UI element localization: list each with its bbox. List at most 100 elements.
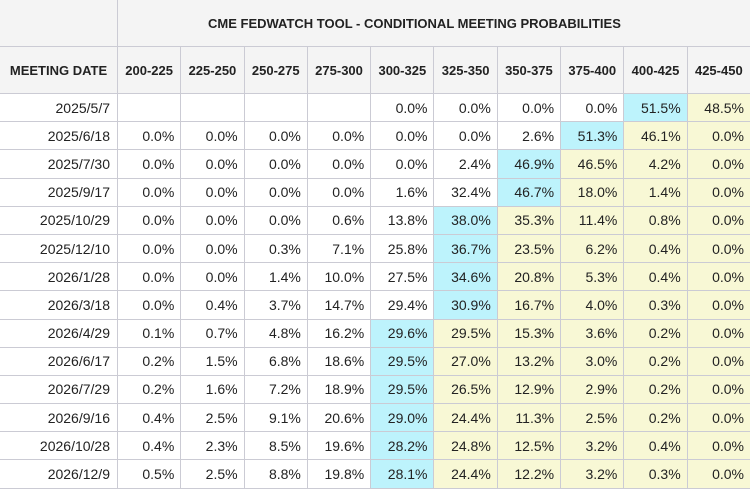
corner-cell <box>0 0 118 47</box>
probability-cell: 0.1% <box>116 318 182 348</box>
probability-cell: 29.6% <box>370 318 435 348</box>
rate-range-header: 275-300 <box>306 46 372 94</box>
rate-range-header: 325-350 <box>433 46 498 94</box>
probability-cell <box>243 92 308 123</box>
meeting-date: 2025/5/7 <box>0 92 118 123</box>
table-row: 2025/9/17 0.0% 0.0% 0.0% 0.0% 1.6% 32.4% 46.7% 1… <box>0 177 750 207</box>
table-row: 2025/5/7 0.0% 0.0% 0.0% 0.0% 51.5% 48.5% <box>0 92 750 123</box>
probability-cell: 0.0% <box>686 290 750 320</box>
probability-cell: 0.3% <box>623 290 688 320</box>
probability-cell: 12.2% <box>496 459 562 489</box>
table-row: 2026/4/29 0.1% 0.7% 4.8% 16.2% 29.6% 29.5% 15.3… <box>0 318 750 348</box>
probability-cell: 0.3% <box>243 233 308 264</box>
probability-cell: 0.0% <box>433 121 498 151</box>
probability-cell: 26.5% <box>433 374 498 405</box>
probability-cell: 0.3% <box>623 459 688 489</box>
probability-cell: 6.2% <box>560 233 625 264</box>
table-row: 2026/1/28 0.0% 0.0% 1.4% 10.0% 27.5% 34.6% 20.8… <box>0 262 750 292</box>
probability-cell: 4.2% <box>623 149 688 179</box>
probability-cell: 0.0% <box>243 149 308 179</box>
meeting-date: 2026/12/9 <box>0 459 118 489</box>
probability-cell: 0.2% <box>116 346 182 376</box>
probability-cell: 2.4% <box>433 149 498 179</box>
table-row: 2025/7/30 0.0% 0.0% 0.0% 0.0% 0.0% 2.4% 46.9% 46… <box>0 149 750 179</box>
probability-cell: 0.2% <box>623 346 688 376</box>
probability-cell: 24.4% <box>433 459 498 489</box>
probability-cell: 3.2% <box>560 431 625 461</box>
probability-cell: 0.0% <box>116 121 182 151</box>
probability-cell: 51.3% <box>560 121 625 151</box>
table-row: 2026/6/17 0.2% 1.5% 6.8% 18.6% 29.5% 27.0% 13.2… <box>0 346 750 376</box>
probability-cell: 0.0% <box>180 149 245 179</box>
probability-cell: 4.0% <box>560 290 625 320</box>
table-row: 2025/6/18 0.0% 0.0% 0.0% 0.0% 0.0% 0.0% 2.6% 51.… <box>0 121 750 151</box>
probability-cell: 3.6% <box>560 318 625 348</box>
probability-cell: 0.6% <box>306 205 372 235</box>
table-row: 2026/9/16 0.4% 2.5% 9.1% 20.6% 29.0% 24.4% 11.3… <box>0 403 750 433</box>
probability-cell: 0.7% <box>180 318 245 348</box>
probability-cell: 23.5% <box>496 233 562 264</box>
probability-cell: 46.7% <box>496 177 562 207</box>
probability-cell: 0.0% <box>686 177 750 207</box>
table-title: CME FEDWATCH TOOL - CONDITIONAL MEETING … <box>117 0 750 47</box>
table-row: 2026/3/18 0.0% 0.4% 3.7% 14.7% 29.4% 30.9% 16.7… <box>0 290 750 320</box>
probability-cell: 46.9% <box>496 149 562 179</box>
rate-range-header: 400-425 <box>623 46 688 94</box>
probability-cell: 0.2% <box>623 374 688 405</box>
probability-cell: 0.0% <box>180 205 245 235</box>
probability-cell: 29.5% <box>370 374 435 405</box>
rate-range-header: 225-250 <box>180 46 245 94</box>
probability-cell: 18.9% <box>306 374 372 405</box>
probability-cell: 7.1% <box>306 233 372 264</box>
probability-cell: 0.0% <box>306 149 372 179</box>
probability-cell: 6.8% <box>243 346 308 376</box>
probability-cell: 29.5% <box>433 318 498 348</box>
meeting-date: 2025/12/10 <box>0 233 118 264</box>
probability-cell: 0.0% <box>180 121 245 151</box>
table-row: 2026/12/9 0.5% 2.5% 8.8% 19.8% 28.1% 24.4% 12.2… <box>0 459 750 489</box>
probability-cell: 0.8% <box>623 205 688 235</box>
probability-cell: 2.6% <box>496 121 562 151</box>
probability-cell: 16.7% <box>496 290 562 320</box>
probability-cell: 30.9% <box>433 290 498 320</box>
meeting-date: 2025/10/29 <box>0 205 118 235</box>
probability-cell: 0.0% <box>370 121 435 151</box>
table-row: 2025/12/10 0.0% 0.0% 0.3% 7.1% 25.8% 36.7% 23.5… <box>0 233 750 264</box>
probability-cell: 15.3% <box>496 318 562 348</box>
probability-cell: 0.0% <box>116 262 182 292</box>
probability-cell: 0.4% <box>116 403 182 433</box>
probability-cell: 2.5% <box>180 403 245 433</box>
meeting-date: 2025/7/30 <box>0 149 118 179</box>
probability-cell: 0.0% <box>243 205 308 235</box>
probability-cell: 1.6% <box>370 177 435 207</box>
probability-cell: 27.0% <box>433 346 498 376</box>
probability-cell: 20.6% <box>306 403 372 433</box>
meeting-date: 2026/9/16 <box>0 403 118 433</box>
table-row: 2025/10/29 0.0% 0.0% 0.0% 0.6% 13.8% 38.0% 35.3… <box>0 205 750 235</box>
meeting-date: 2026/10/28 <box>0 431 118 461</box>
probability-cell: 20.8% <box>496 262 562 292</box>
probability-cell: 0.0% <box>686 233 750 264</box>
probability-cell: 3.2% <box>560 459 625 489</box>
probability-cell: 11.3% <box>496 403 562 433</box>
rate-range-header: 425-450 <box>686 46 750 94</box>
probability-cell: 4.8% <box>243 318 308 348</box>
probability-cell: 51.5% <box>623 92 688 123</box>
probability-cell: 0.0% <box>686 205 750 235</box>
probability-cell <box>116 92 182 123</box>
probability-cell: 34.6% <box>433 262 498 292</box>
rate-range-header: 375-400 <box>560 46 625 94</box>
probability-cell: 0.0% <box>686 262 750 292</box>
probability-cell: 8.8% <box>243 459 308 489</box>
meeting-date: 2025/9/17 <box>0 177 118 207</box>
probability-cell: 0.0% <box>180 233 245 264</box>
probability-cell: 24.8% <box>433 431 498 461</box>
probability-cell: 2.5% <box>180 459 245 489</box>
probability-cell: 46.1% <box>623 121 688 151</box>
probability-cell: 0.0% <box>306 121 372 151</box>
rate-range-header: 250-275 <box>243 46 308 94</box>
probability-cell: 29.4% <box>370 290 435 320</box>
probability-cell: 0.4% <box>116 431 182 461</box>
probability-cell: 3.7% <box>243 290 308 320</box>
probability-cell: 8.5% <box>243 431 308 461</box>
